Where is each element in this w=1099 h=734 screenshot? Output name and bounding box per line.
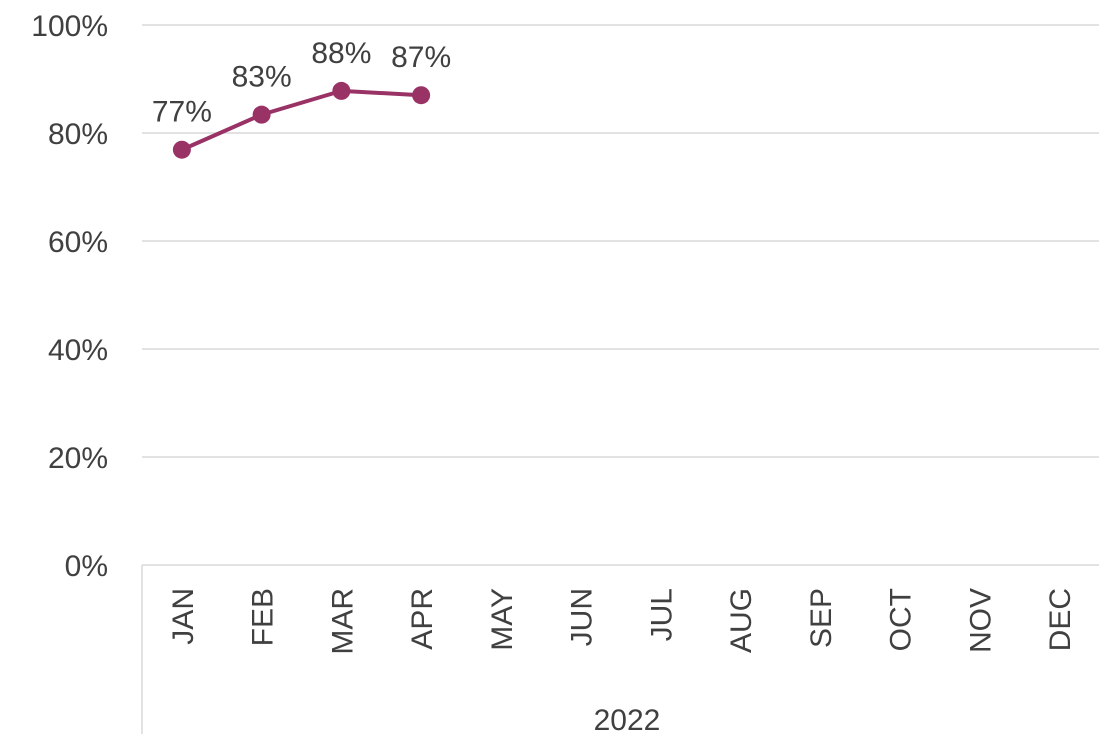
y-tick-label: 20% [48, 442, 108, 475]
x-tick-label: MAR [326, 588, 359, 655]
x-tick-label: JUL [645, 588, 678, 641]
point [412, 86, 431, 105]
x-tick-label: SEP [805, 588, 838, 648]
x-tick-label: DEC [1044, 588, 1077, 651]
x-tick-label: APR [406, 588, 439, 650]
data-label: 87% [391, 41, 451, 74]
data-label: 88% [311, 37, 371, 70]
x-tick-label: OCT [885, 588, 918, 651]
y-tick-label: 0% [65, 550, 108, 583]
x-tick-label: JAN [167, 588, 200, 645]
x-tick-label: JUN [566, 588, 599, 646]
y-tick-label: 100% [31, 10, 108, 43]
y-tick-label: 40% [48, 334, 108, 367]
data-label: 77% [152, 96, 212, 129]
x-tick-label: FEB [247, 588, 280, 646]
x-tick-label: NOV [964, 588, 997, 653]
y-tick-label: 80% [48, 118, 108, 151]
x-group-label: 2022 [594, 704, 661, 734]
point [332, 81, 351, 100]
line [181, 88, 422, 152]
y-tick-label: 60% [48, 226, 108, 259]
data-label: 83% [232, 61, 292, 94]
point [252, 105, 271, 124]
point [172, 140, 191, 159]
x-tick-label: MAY [486, 588, 519, 651]
x-tick-label: AUG [725, 588, 758, 653]
